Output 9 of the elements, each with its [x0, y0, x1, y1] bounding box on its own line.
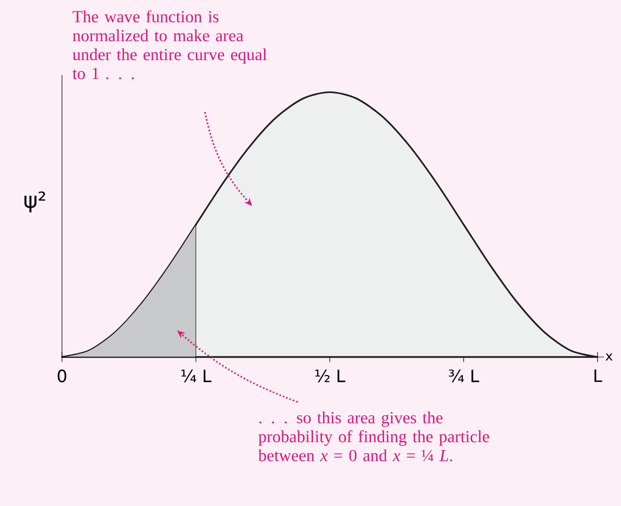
text: . . . so this area gives the probability of finding the particle between x = 0 and x = ¼ L.: [258, 411, 490, 462]
x-tick-label: ¾ L: [448, 370, 480, 382]
x-axis-title: x: [606, 353, 612, 361]
x-tick-label: L: [594, 370, 602, 382]
x-tick-label: 0: [58, 370, 66, 382]
y-axis-title: ψ²: [24, 191, 46, 212]
x-tick-label: ¼ L: [181, 370, 212, 382]
x-tick-label: ½ L: [315, 370, 346, 382]
text: The wave function is normalized to make area under the entire curve equal to 1 . . .: [72, 10, 267, 80]
